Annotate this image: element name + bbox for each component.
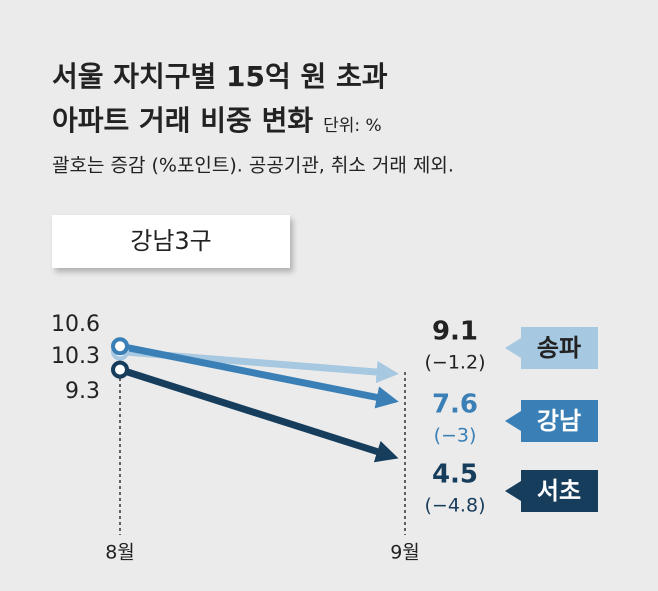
start-value-label: 9.3 [65, 379, 100, 404]
legend-tag [505, 327, 598, 369]
legend-tag [505, 400, 598, 442]
end-value-label: 4.5 [432, 460, 478, 490]
unit: 단위: % [323, 116, 382, 136]
legend-label: 서초 [537, 477, 581, 505]
start-dot [111, 337, 129, 356]
legend-tag [505, 470, 598, 512]
group-box [52, 215, 290, 268]
legend-label: 강남 [537, 407, 581, 435]
subtitle: 괄호는 증감 (%포인트). 공공기관, 취소 거래 제외. [52, 155, 454, 177]
legend-label: 송파 [537, 334, 581, 362]
change-label: (−4.8) [425, 495, 486, 517]
change-label: (−1.2) [425, 352, 486, 374]
start-value-label: 10.3 [51, 344, 100, 369]
start-value-label: 10.6 [51, 312, 100, 337]
group-label: 강남3구 [130, 227, 212, 255]
end-value-label: 7.6 [432, 390, 478, 420]
start-dot [111, 360, 129, 379]
change-label: (−3) [434, 425, 477, 447]
x-tick-label: 8월 [105, 542, 135, 564]
x-tick-label: 9월 [390, 542, 420, 564]
end-value-label: 9.1 [432, 317, 478, 347]
slope-line [118, 366, 399, 463]
title: 아파트 거래 비중 변화 [52, 104, 313, 137]
slope-line [119, 342, 399, 409]
title: 서울 자치구별 15억 원 초과 [52, 60, 388, 93]
